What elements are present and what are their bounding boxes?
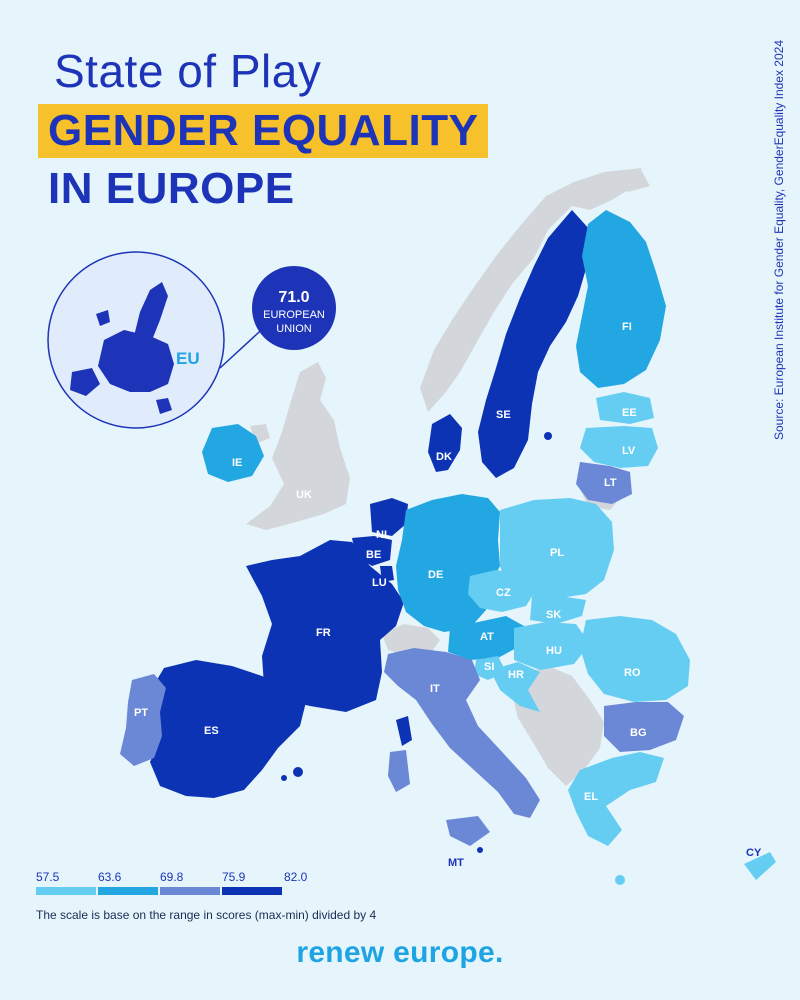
country-lt xyxy=(576,462,632,504)
island-crete xyxy=(615,875,625,885)
legend-tick-5: 82.0 xyxy=(284,870,308,884)
country-fr xyxy=(246,540,404,712)
country-de xyxy=(396,494,500,632)
country-cz xyxy=(468,570,536,612)
label-lu: LU xyxy=(372,577,387,589)
label-ro: RO xyxy=(624,667,641,679)
country-labels: FI SE EE LV LT DK IE UK NL BE LU DE PL C… xyxy=(134,321,762,869)
country-cy xyxy=(744,852,776,880)
eu-inset: EU 71.0 EUROPEAN UNION xyxy=(47,251,336,429)
label-ee: EE xyxy=(622,407,637,419)
label-es: ES xyxy=(204,725,219,737)
island-balearic-1 xyxy=(293,767,303,777)
band-1-countries xyxy=(468,392,776,880)
country-it xyxy=(384,648,540,818)
country-bg xyxy=(604,702,684,752)
label-ie: IE xyxy=(232,457,242,469)
legend-swatch-2 xyxy=(98,887,158,895)
legend-tick-4: 75.9 xyxy=(222,870,246,884)
country-sardinia xyxy=(388,750,410,792)
legend-bar xyxy=(36,887,284,895)
legend-tick-3: 69.8 xyxy=(160,870,184,884)
country-ee xyxy=(596,392,654,424)
eu-score-label-1: EUROPEAN xyxy=(263,309,325,321)
label-uk: UK xyxy=(296,489,312,501)
label-hu: HU xyxy=(546,645,562,657)
label-se: SE xyxy=(496,409,511,421)
label-hr: HR xyxy=(508,669,524,681)
country-pt xyxy=(120,674,166,766)
label-cy: CY xyxy=(746,847,762,859)
band-4-countries xyxy=(150,210,590,798)
country-fi xyxy=(576,210,666,388)
label-mt: MT xyxy=(448,857,464,869)
title-line-3: IN EUROPE xyxy=(48,164,295,213)
non-eu-land xyxy=(246,168,650,786)
country-corsica xyxy=(396,716,412,746)
label-lt: LT xyxy=(604,477,617,489)
country-sicily xyxy=(446,816,490,846)
uk-shape xyxy=(246,362,350,530)
label-si: SI xyxy=(484,661,494,673)
country-dk xyxy=(428,414,462,472)
inset-eu-shape xyxy=(70,282,174,414)
label-be: BE xyxy=(366,549,381,561)
label-sk: SK xyxy=(546,609,561,621)
norway-shape xyxy=(420,168,642,412)
island-balearic-2 xyxy=(281,775,287,781)
balkans-shape xyxy=(512,666,604,786)
band-3-countries xyxy=(120,462,684,846)
title-line-2: GENDER EQUALITY xyxy=(48,106,479,155)
legend: 57.5 63.6 69.8 75.9 82.0 xyxy=(36,870,336,906)
country-ro xyxy=(580,616,690,702)
label-fi: FI xyxy=(622,321,632,333)
legend-swatch-1 xyxy=(36,887,96,895)
legend-note: The scale is base on the range in scores… xyxy=(36,908,377,922)
country-sk xyxy=(530,596,586,624)
eu-score-badge xyxy=(252,266,336,350)
inset-eu-label: EU xyxy=(176,349,200,368)
label-pl: PL xyxy=(550,547,564,559)
title-highlight: GENDER EQUALITY xyxy=(38,104,489,158)
brand-logo: renew europe. xyxy=(296,936,504,969)
switzerland-shape xyxy=(382,624,440,656)
legend-tick-2: 63.6 xyxy=(98,870,122,884)
country-mt xyxy=(477,847,483,853)
label-pt: PT xyxy=(134,707,148,719)
country-nl xyxy=(370,498,408,536)
north-cap-shape xyxy=(596,168,650,192)
label-it: IT xyxy=(430,683,440,695)
country-pl xyxy=(500,498,614,598)
label-el: EL xyxy=(584,791,598,803)
country-se xyxy=(478,210,590,478)
label-dk: DK xyxy=(436,451,452,463)
legend-swatch-4 xyxy=(222,887,282,895)
island-gotland xyxy=(544,432,552,440)
label-de: DE xyxy=(428,569,443,581)
label-cz: CZ xyxy=(496,587,511,599)
label-nl: NL xyxy=(376,529,391,541)
country-el xyxy=(568,752,664,846)
country-at xyxy=(448,616,524,660)
country-ie xyxy=(202,424,264,482)
country-lv xyxy=(580,426,658,468)
eu-score-value: 71.0 xyxy=(278,289,309,306)
legend-tick-1: 57.5 xyxy=(36,870,60,884)
legend-swatch-3 xyxy=(160,887,220,895)
label-fr: FR xyxy=(316,627,331,639)
country-hr xyxy=(490,662,540,712)
label-at: AT xyxy=(480,631,494,643)
label-lv: LV xyxy=(622,445,636,457)
country-hu xyxy=(514,622,590,670)
label-bg: BG xyxy=(630,727,647,739)
legend-ticks: 57.5 63.6 69.8 75.9 82.0 xyxy=(36,870,336,886)
small-islands xyxy=(281,432,625,885)
title-line-1: State of Play xyxy=(54,45,322,97)
eu-score-label-2: UNION xyxy=(276,323,312,335)
country-es xyxy=(150,660,306,798)
